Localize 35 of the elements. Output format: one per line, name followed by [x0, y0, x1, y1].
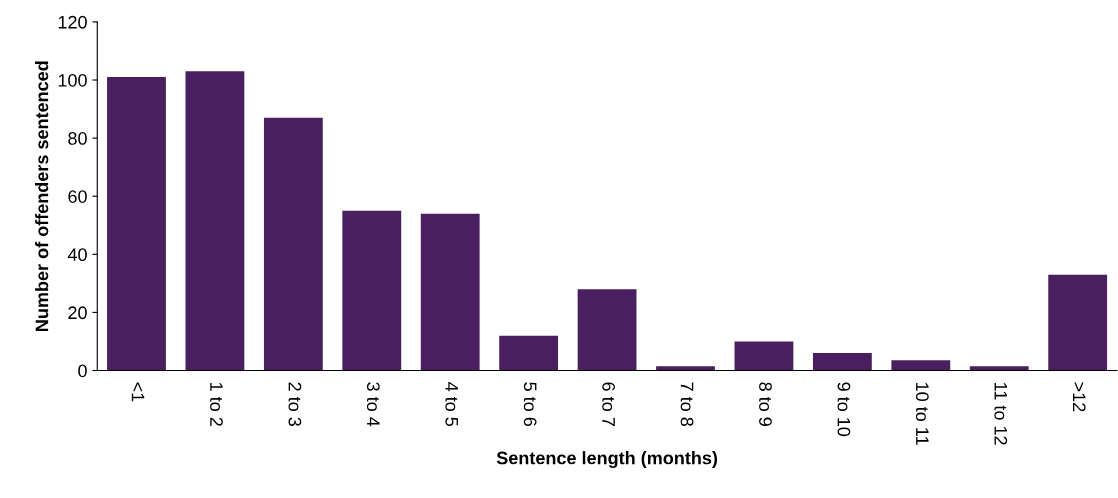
- bar: [499, 335, 559, 371]
- bar: [812, 353, 872, 371]
- x-axis-title: Sentence length (months): [496, 451, 718, 469]
- x-tick-label: 10 to 11: [915, 383, 929, 445]
- x-tick-label: 9 to 10: [837, 382, 851, 437]
- bar: [1048, 274, 1108, 371]
- y-tick-label: 40: [67, 248, 87, 262]
- bar: [263, 117, 323, 371]
- bar: [969, 366, 1029, 371]
- bar: [420, 213, 480, 371]
- x-tick-label: 2 to 3: [288, 382, 302, 426]
- x-tick-label: <1: [131, 382, 145, 402]
- bar: [577, 289, 637, 371]
- x-tick-label: 3 to 4: [366, 382, 380, 427]
- y-tick-label: 120: [58, 15, 87, 29]
- y-tick-label: 80: [68, 132, 87, 145]
- x-tick-label: 11 to 12: [994, 383, 1008, 445]
- bar: [107, 77, 166, 371]
- bar: [342, 210, 402, 371]
- x-tick-label: 4 to 5: [445, 382, 458, 427]
- x-tick-label: >12: [1073, 382, 1086, 412]
- bar: [656, 366, 715, 371]
- x-tick-label: 6 to 7: [602, 382, 616, 426]
- y-tick-label: 100: [58, 73, 87, 87]
- y-tick-label: 60: [68, 190, 87, 203]
- x-tick-label: 7 to 8: [680, 382, 694, 427]
- x-tick-label: 1 to 2: [210, 383, 223, 426]
- bar: [891, 360, 951, 371]
- y-axis-title: Number of offenders sentenced: [35, 61, 49, 331]
- x-tick-label: 5 to 6: [523, 382, 537, 426]
- x-tick-label: 8 to 9: [759, 382, 772, 426]
- bar: [734, 341, 794, 371]
- y-tick-label: 20: [68, 306, 87, 320]
- bar: [185, 71, 245, 371]
- y-tick-label: 0: [78, 364, 87, 378]
